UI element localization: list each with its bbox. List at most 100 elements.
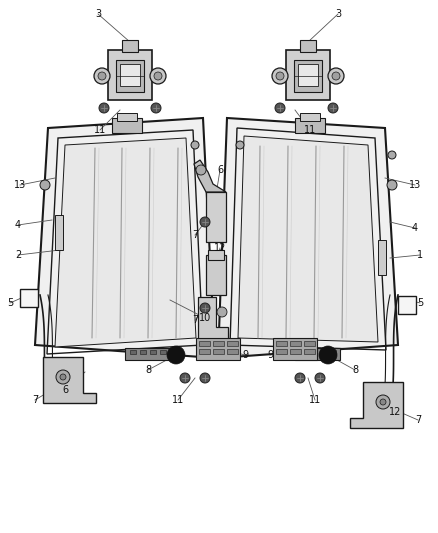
Text: 3: 3 bbox=[335, 9, 341, 19]
Bar bbox=[276, 341, 287, 346]
Text: 4: 4 bbox=[15, 220, 21, 230]
Text: 6: 6 bbox=[217, 165, 223, 175]
Circle shape bbox=[180, 373, 190, 383]
Polygon shape bbox=[238, 136, 378, 342]
Circle shape bbox=[94, 68, 110, 84]
Bar bbox=[294, 60, 322, 92]
Bar bbox=[227, 349, 238, 354]
Text: 5: 5 bbox=[417, 298, 423, 308]
Text: 11: 11 bbox=[172, 395, 184, 405]
Circle shape bbox=[387, 180, 397, 190]
Polygon shape bbox=[218, 118, 398, 358]
Polygon shape bbox=[35, 118, 215, 358]
Circle shape bbox=[196, 165, 206, 175]
Text: 9: 9 bbox=[242, 350, 248, 360]
Circle shape bbox=[328, 103, 338, 113]
Circle shape bbox=[167, 346, 185, 364]
Text: 4: 4 bbox=[412, 223, 418, 233]
Bar bbox=[140, 350, 146, 354]
Circle shape bbox=[200, 217, 210, 227]
Circle shape bbox=[275, 103, 285, 113]
Bar bbox=[160, 350, 166, 354]
Text: 13: 13 bbox=[14, 180, 26, 190]
Bar bbox=[273, 338, 317, 360]
Text: 1: 1 bbox=[417, 250, 423, 260]
Bar bbox=[206, 192, 226, 242]
Bar bbox=[125, 348, 170, 360]
Text: 10: 10 bbox=[199, 313, 211, 323]
Bar bbox=[213, 341, 224, 346]
Circle shape bbox=[328, 68, 344, 84]
Bar bbox=[108, 50, 152, 100]
Text: 7: 7 bbox=[192, 230, 198, 240]
Text: 6: 6 bbox=[62, 385, 68, 395]
Circle shape bbox=[151, 103, 161, 113]
Text: 7: 7 bbox=[415, 415, 421, 425]
Bar bbox=[304, 341, 315, 346]
Bar bbox=[206, 255, 226, 295]
Bar bbox=[276, 349, 287, 354]
Circle shape bbox=[276, 72, 284, 80]
Circle shape bbox=[380, 399, 386, 405]
Circle shape bbox=[315, 373, 325, 383]
Circle shape bbox=[99, 103, 109, 113]
Text: 7: 7 bbox=[192, 315, 198, 325]
Polygon shape bbox=[43, 357, 96, 403]
Bar bbox=[20, 289, 38, 307]
Circle shape bbox=[98, 72, 106, 80]
Circle shape bbox=[236, 141, 244, 149]
Bar bbox=[150, 350, 156, 354]
Bar bbox=[112, 118, 142, 133]
Text: 11: 11 bbox=[309, 395, 321, 405]
Circle shape bbox=[319, 346, 337, 364]
Bar bbox=[213, 349, 224, 354]
Circle shape bbox=[295, 373, 305, 383]
Text: 12: 12 bbox=[214, 243, 226, 253]
Circle shape bbox=[40, 180, 50, 190]
Bar bbox=[330, 350, 336, 354]
Bar bbox=[300, 113, 320, 121]
Circle shape bbox=[272, 68, 288, 84]
Circle shape bbox=[388, 151, 396, 159]
Circle shape bbox=[217, 307, 227, 317]
Bar bbox=[304, 349, 315, 354]
Text: 7: 7 bbox=[32, 395, 38, 405]
Circle shape bbox=[200, 373, 210, 383]
Polygon shape bbox=[194, 160, 226, 192]
Text: 8: 8 bbox=[352, 365, 358, 375]
Bar bbox=[55, 215, 63, 250]
Bar bbox=[130, 350, 136, 354]
Circle shape bbox=[60, 374, 66, 380]
Text: 3: 3 bbox=[95, 9, 101, 19]
Polygon shape bbox=[350, 382, 403, 428]
Circle shape bbox=[154, 72, 162, 80]
Bar bbox=[196, 338, 240, 360]
Bar bbox=[208, 250, 224, 260]
Bar bbox=[295, 348, 340, 360]
Bar bbox=[117, 113, 137, 121]
Bar bbox=[300, 40, 316, 52]
Text: 9: 9 bbox=[267, 350, 273, 360]
Bar bbox=[286, 50, 330, 100]
Polygon shape bbox=[198, 297, 228, 340]
Text: 5: 5 bbox=[7, 298, 13, 308]
Bar bbox=[116, 60, 144, 92]
Text: 11: 11 bbox=[94, 125, 106, 135]
Bar bbox=[378, 240, 386, 275]
Polygon shape bbox=[55, 138, 196, 347]
Bar bbox=[290, 341, 301, 346]
Text: 12: 12 bbox=[389, 407, 401, 417]
Bar bbox=[398, 296, 416, 314]
Circle shape bbox=[150, 68, 166, 84]
Circle shape bbox=[191, 141, 199, 149]
Bar bbox=[290, 349, 301, 354]
Bar bbox=[298, 64, 318, 86]
Text: 8: 8 bbox=[145, 365, 151, 375]
Circle shape bbox=[200, 303, 210, 313]
Bar bbox=[199, 349, 210, 354]
Circle shape bbox=[332, 72, 340, 80]
Bar bbox=[120, 64, 140, 86]
Text: 13: 13 bbox=[409, 180, 421, 190]
Text: 11: 11 bbox=[304, 125, 316, 135]
Bar bbox=[320, 350, 326, 354]
